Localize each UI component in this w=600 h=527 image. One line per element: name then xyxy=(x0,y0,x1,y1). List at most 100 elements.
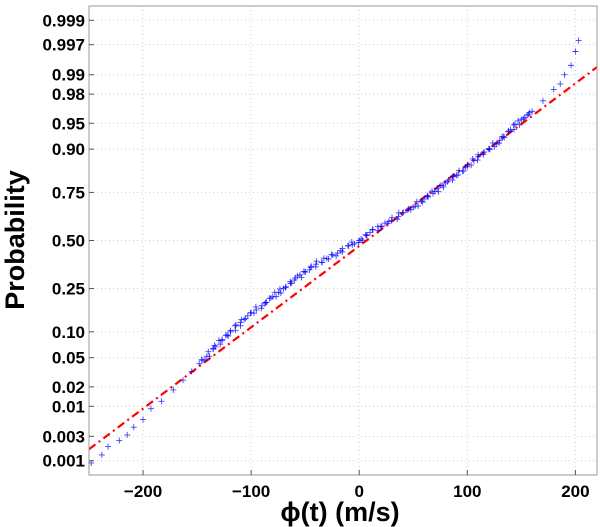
data-point-fill xyxy=(318,259,325,266)
data-point-fill xyxy=(252,303,259,310)
data-point-fill xyxy=(444,178,451,185)
data-point-fill xyxy=(363,232,370,239)
data-point-fill xyxy=(475,151,482,158)
data-point-fill xyxy=(369,226,376,233)
data-point-fill xyxy=(206,353,213,360)
data-point-fill xyxy=(298,274,305,281)
data-point-fill xyxy=(424,192,431,199)
data-point-fill xyxy=(294,272,301,279)
y-tick-label: 0.50 xyxy=(52,232,85,251)
data-point-fill xyxy=(224,332,231,339)
y-tick-label: 0.90 xyxy=(52,140,85,159)
data-point-fill xyxy=(501,134,508,141)
data-point-fill xyxy=(480,151,487,158)
x-tick-label: 200 xyxy=(561,482,589,501)
data-point-fill xyxy=(500,133,507,140)
data-point xyxy=(539,97,546,104)
data-point-fill xyxy=(302,269,309,276)
data-point-fill xyxy=(439,182,446,189)
data-point-fill xyxy=(273,293,280,300)
y-tick-label: 0.997 xyxy=(42,36,85,55)
data-point-fill xyxy=(415,202,422,209)
y-tick-label: 0.05 xyxy=(52,349,85,368)
data-point xyxy=(237,319,244,326)
data-point-fill xyxy=(407,206,414,213)
data-point-fill xyxy=(489,139,496,146)
data-point-fill xyxy=(375,227,382,234)
data-point-fill xyxy=(124,431,131,438)
data-point-fill xyxy=(384,220,391,227)
data-point-fill xyxy=(211,342,218,349)
data-point-fill xyxy=(351,240,358,247)
data-point xyxy=(575,37,582,44)
data-point xyxy=(170,386,177,393)
data-point-fill xyxy=(307,264,314,271)
data-point-fill xyxy=(486,146,493,153)
data-point-fill xyxy=(261,300,268,307)
y-tick-label: 0.01 xyxy=(52,397,85,416)
data-point-fill xyxy=(511,121,518,128)
data-point-fill xyxy=(219,336,226,343)
data-point-fill xyxy=(105,443,112,450)
data-point xyxy=(550,86,557,93)
data-point xyxy=(568,62,575,69)
y-tick-label: 0.999 xyxy=(42,11,85,30)
data-point-fill xyxy=(308,263,315,270)
data-point-fill xyxy=(525,111,532,118)
data-point-fill xyxy=(520,115,527,122)
data-point xyxy=(334,250,341,257)
data-point-fill xyxy=(510,121,517,128)
reference-line xyxy=(88,66,598,451)
data-point-fill xyxy=(493,141,500,148)
data-point-fill xyxy=(394,216,401,223)
data-point-fill xyxy=(244,312,251,319)
data-point-fill xyxy=(516,121,523,128)
data-point-fill xyxy=(469,155,476,162)
data-point xyxy=(496,137,503,144)
y-tick-label: 0.02 xyxy=(52,378,85,397)
data-point-fill xyxy=(449,177,456,184)
x-tick-label: 0 xyxy=(354,482,363,501)
x-tick-label: −200 xyxy=(124,482,162,501)
data-point-fill xyxy=(202,356,209,363)
data-point xyxy=(561,71,568,78)
data-point-fill xyxy=(496,140,503,147)
data-point-fill xyxy=(250,310,257,317)
data-point-fill xyxy=(263,299,270,306)
data-point-fill xyxy=(217,341,224,348)
data-point-fill xyxy=(459,168,466,175)
data-point xyxy=(116,437,123,444)
data-point-fill xyxy=(288,280,295,287)
data-point-fill xyxy=(225,332,232,339)
data-point xyxy=(180,377,187,384)
data-point-fill xyxy=(419,199,426,206)
data-point-fill xyxy=(359,237,366,244)
data-point xyxy=(196,360,203,367)
data-point xyxy=(529,108,536,115)
data-point-fill xyxy=(454,171,461,178)
data-point-fill xyxy=(313,258,320,265)
data-point xyxy=(140,416,147,423)
data-point-fill xyxy=(413,198,420,205)
data-point-fill xyxy=(450,173,457,180)
data-point-fill xyxy=(468,162,475,169)
data-point-fill xyxy=(282,284,289,291)
data-point xyxy=(158,398,165,405)
data-point-fill xyxy=(526,109,533,116)
data-point-fill xyxy=(98,451,105,458)
data-point-fill xyxy=(232,321,239,328)
data-point xyxy=(399,210,406,217)
data-point-fill xyxy=(325,256,332,263)
data-point xyxy=(557,80,564,87)
data-point-fill xyxy=(147,405,154,412)
axis-ticks: −200 −100 0 100 200 0.001 0.003 0.010.02 0.05 0.1… xyxy=(42,11,589,501)
data-point-fill xyxy=(481,148,488,155)
data-point xyxy=(312,261,319,268)
data-point-fill xyxy=(296,271,303,278)
x-axis-title: ϕ(t) (m/s) xyxy=(280,497,399,527)
data-point-fill xyxy=(258,305,265,312)
data-point-fill xyxy=(389,214,396,221)
data-point-fill xyxy=(339,245,346,252)
y-tick-label: 0.25 xyxy=(52,280,85,299)
